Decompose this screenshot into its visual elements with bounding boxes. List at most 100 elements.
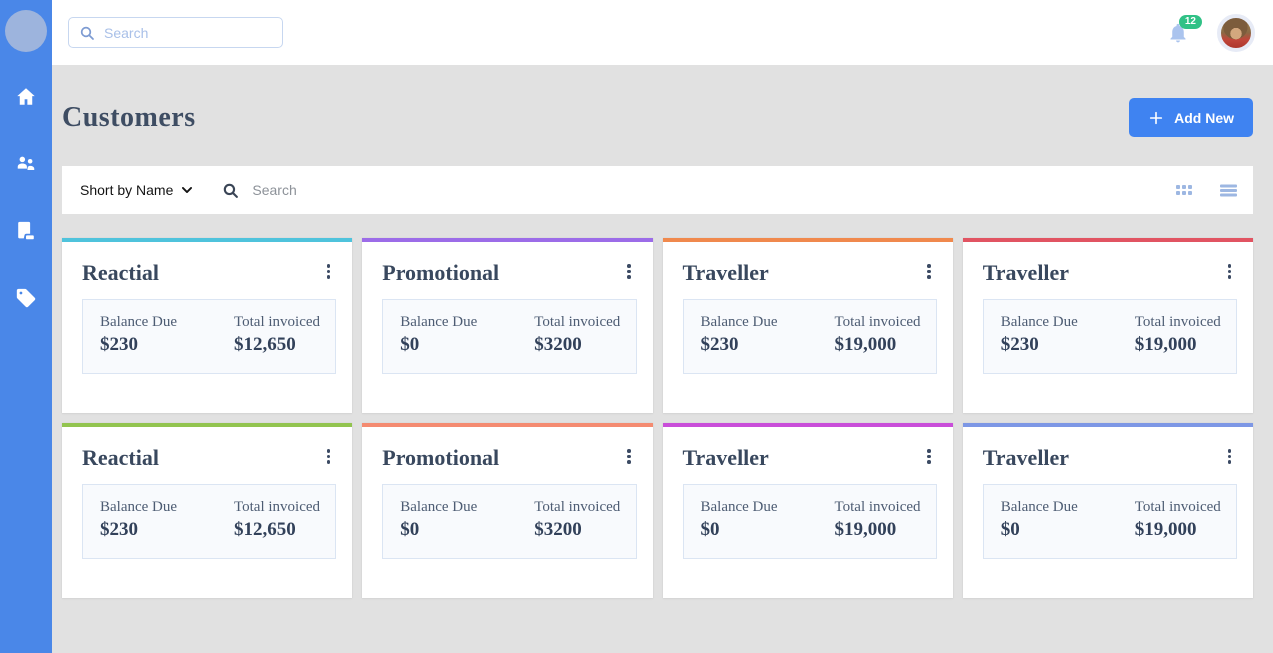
customer-card: Promotional Balance Due $0 Total invoice… [362,423,653,598]
card-menu-button[interactable] [1226,445,1234,468]
customer-card: Traveller Balance Due $230 Total invoice… [662,238,953,413]
card-stats: Balance Due $0 Total invoiced $3200 [382,484,637,560]
balance-due-label: Balance Due [400,314,478,331]
total-invoiced-label: Total invoiced [834,499,921,516]
topbar-right: 12 [1167,13,1255,52]
tag-icon [16,288,36,308]
total-invoiced-value: $19,000 [834,519,897,541]
card-stats: Balance Due $230 Total invoiced $19,000 [982,299,1237,375]
balance-due-value: $0 [400,519,420,541]
balance-due-label: Balance Due [100,314,178,331]
sidebar [0,0,52,653]
balance-due-label: Balance Due [1000,314,1078,331]
customer-name: Traveller [682,445,769,470]
card-stats: Balance Due $230 Total invoiced $19,000 [682,299,937,375]
customer-name: Promotional [382,260,500,285]
balance-due-label: Balance Due [700,499,778,516]
page-title: Customers [62,101,196,133]
customer-name: Reactial [82,445,159,470]
invoice-icon [18,221,34,240]
chevron-down-icon [182,187,193,193]
notification-badge: 12 [1178,14,1202,29]
card-stats: Balance Due $230 Total invoiced $12,650 [82,299,337,375]
grid-view-button[interactable] [1176,183,1193,198]
view-toggle [1176,183,1237,198]
total-invoiced-label: Total invoiced [234,314,321,331]
balance-due-label: Balance Due [1000,499,1078,516]
total-invoiced-value: $12,650 [234,519,296,541]
sidebar-item-home[interactable] [14,85,38,109]
total-invoiced-value: $3200 [534,519,582,541]
topbar-search-input[interactable] [104,24,272,41]
total-invoiced-value: $19,000 [1134,334,1197,356]
sort-select[interactable]: Short by Name [80,182,194,198]
card-menu-button[interactable] [925,445,933,468]
filter-bar: Short by Name [62,166,1253,214]
total-invoiced-label: Total invoiced [534,499,621,516]
customer-card-grid: Reactial Balance Due $230 Total invoiced… [62,238,1253,598]
search-icon [224,183,239,198]
balance-due-label: Balance Due [700,314,778,331]
customer-name: Traveller [982,445,1070,470]
balance-due-value: $230 [700,334,739,356]
add-new-button[interactable]: Add New [1129,98,1253,137]
total-invoiced-value: $19,000 [834,334,897,356]
balance-due-label: Balance Due [400,499,478,516]
customer-card: Reactial Balance Due $230 Total invoiced… [62,238,353,413]
customer-name: Traveller [682,260,769,285]
card-menu-button[interactable] [325,445,333,468]
filter-search-input[interactable] [252,182,673,198]
card-stats: Balance Due $0 Total invoiced $3200 [382,299,637,375]
card-stats: Balance Due $230 Total invoiced $12,650 [82,484,337,560]
card-menu-button[interactable] [625,445,633,468]
customer-card: Traveller Balance Due $0 Total invoiced … [962,423,1253,598]
topbar: 12 [52,0,1273,65]
card-menu-button[interactable] [325,260,333,283]
balance-due-value: $0 [1000,519,1020,541]
total-invoiced-label: Total invoiced [534,314,621,331]
sidebar-nav [14,85,38,310]
search-icon [80,26,94,40]
card-menu-button[interactable] [625,260,633,283]
filter-search[interactable] [222,182,1176,199]
card-stats: Balance Due $0 Total invoiced $19,000 [982,484,1237,560]
list-view-button[interactable] [1220,183,1237,198]
logo-avatar[interactable] [5,10,47,52]
balance-due-value: $0 [700,519,720,541]
list-view-icon [1220,184,1237,196]
main-column: 12 Customers Add New Short by Name [52,0,1273,653]
customer-card: Promotional Balance Due $0 Total invoice… [362,238,653,413]
topbar-search[interactable] [68,17,283,48]
total-invoiced-value: $3200 [534,334,582,356]
balance-due-value: $230 [1000,334,1039,356]
users-icon [17,156,35,170]
sort-selected-value: Short by Name [80,182,174,198]
total-invoiced-value: $12,650 [234,334,296,356]
card-stats: Balance Due $0 Total invoiced $19,000 [682,484,937,560]
notifications-button[interactable]: 12 [1167,14,1202,44]
total-invoiced-label: Total invoiced [1134,499,1221,516]
total-invoiced-value: $19,000 [1134,519,1197,541]
page-header: Customers Add New [62,98,1253,137]
balance-due-value: $230 [100,334,138,356]
grid-view-icon [1176,184,1192,195]
card-menu-button[interactable] [1226,260,1234,283]
customer-name: Reactial [82,260,159,285]
total-invoiced-label: Total invoiced [234,499,321,516]
sidebar-item-invoices[interactable] [14,219,38,243]
customer-name: Traveller [982,260,1070,285]
balance-due-value: $230 [100,519,138,541]
balance-due-label: Balance Due [100,499,178,516]
card-menu-button[interactable] [925,260,933,283]
add-new-label: Add New [1174,109,1234,126]
customer-name: Promotional [382,445,500,470]
home-icon [17,88,35,105]
sidebar-item-tags[interactable] [14,286,38,310]
customer-card: Reactial Balance Due $230 Total invoiced… [62,423,353,598]
customer-card: Traveller Balance Due $230 Total invoice… [962,238,1253,413]
customer-card: Traveller Balance Due $0 Total invoiced … [662,423,953,598]
sidebar-item-customers[interactable] [14,152,38,176]
user-avatar[interactable] [1217,13,1255,52]
plus-icon [1149,111,1163,124]
